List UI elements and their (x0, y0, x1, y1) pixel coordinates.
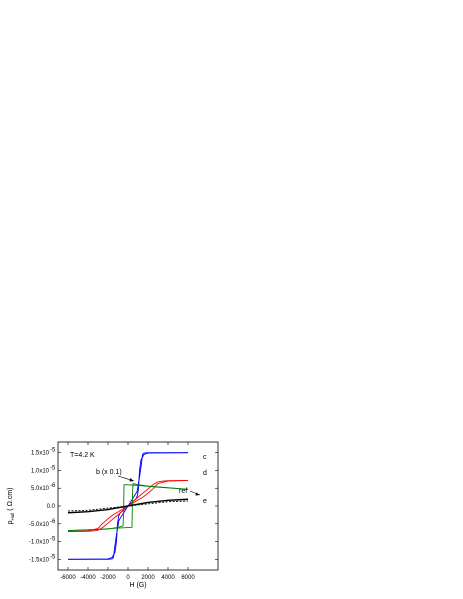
label-ref: ref (179, 488, 187, 495)
label-c: c (203, 454, 207, 461)
x-tick-label: 4000 (161, 575, 175, 581)
y-axis-ticks: -1.5x10 -5-1.0x10 -5-5.0x10 -60.05.0x10 -61.… (29, 448, 218, 563)
x-axis-title: H (G) (129, 582, 146, 589)
label-b: b (x 0.1) (96, 469, 122, 476)
y-tick-exponent: -6 (50, 483, 56, 489)
y-tick-label: 5.0x10 (31, 486, 50, 492)
y-tick-exponent: -5 (50, 465, 56, 471)
arrow-ref-head (195, 492, 200, 496)
curve-b-branch-1 (67, 483, 189, 531)
x-tick-label: -2000 (100, 575, 116, 581)
plot-frame (57, 441, 219, 571)
y-tick-exponent: -5 (50, 448, 56, 454)
x-tick-label: -4000 (80, 575, 96, 581)
curve-ref-branch-0 (67, 500, 189, 512)
curves (67, 452, 189, 560)
y-tick-exponent: -6 (50, 519, 56, 525)
y-tick-label: 0.0 (47, 504, 56, 510)
y-axis-title: ρHall ( Ω.cm) (7, 488, 15, 525)
y-axis-title-unit: ( Ω.cm) (7, 488, 14, 511)
temperature-label: T=4.2 K (70, 452, 95, 459)
y-tick-label: -1.5x10 (29, 557, 50, 563)
curve-d-branch-0 (67, 479, 189, 533)
svg-text:ρHall( Ω.cm): ρHall ( Ω.cm) (7, 488, 15, 525)
x-tick-label: 2000 (141, 575, 155, 581)
y-tick-label: -1.0x10 (29, 540, 50, 546)
y-axis-title-subscript: Hall (10, 513, 15, 521)
y-axis-title-symbol: ρ (7, 520, 14, 524)
y-tick-label: 1.5x10 (31, 451, 50, 457)
curve-b-branch-0 (67, 484, 189, 531)
x-tick-label: 6000 (181, 575, 195, 581)
x-axis-ticks: -6000 -4000 -2000 0 2000 4000 6000 (60, 442, 195, 581)
x-tick-label: -6000 (60, 575, 76, 581)
label-d: d (203, 470, 207, 477)
label-e: e (203, 498, 207, 505)
x-tick-label: 0 (126, 575, 130, 581)
y-tick-exponent: -5 (50, 537, 56, 543)
arrow-b-head (129, 478, 134, 482)
y-tick-exponent: -5 (50, 554, 56, 560)
y-tick-label: 1.0x10 (31, 468, 50, 474)
y-tick-label: -5.0x10 (29, 522, 50, 528)
